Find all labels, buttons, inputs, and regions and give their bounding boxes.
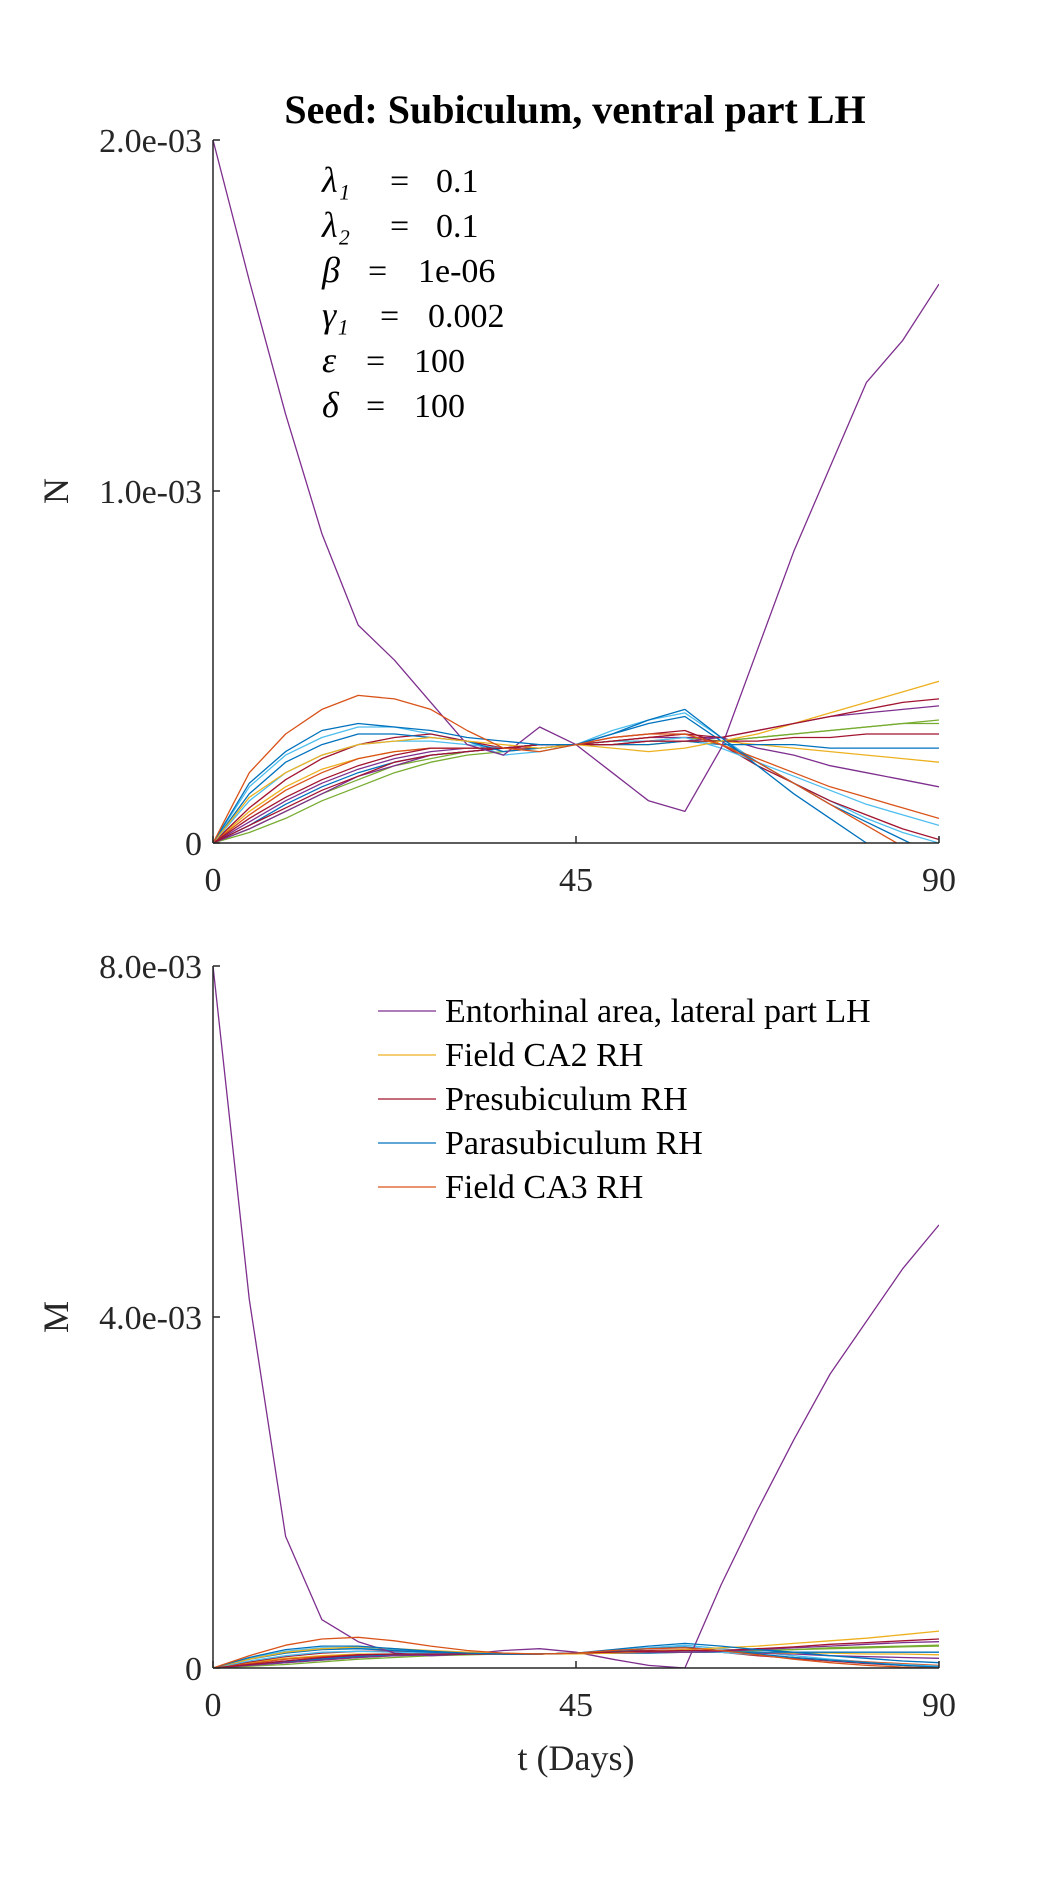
param-equals: = bbox=[390, 163, 409, 200]
bottom-y-tick-label: 4.0e-03 bbox=[99, 1300, 202, 1337]
param-symbol: λ₁ bbox=[321, 160, 350, 200]
bottom-y-tick-label: 8.0e-03 bbox=[99, 949, 202, 986]
bottom-series-lines bbox=[212, 966, 939, 1668]
legend: Entorhinal area, lateral part LH Field C… bbox=[378, 993, 871, 1206]
top-series-line-10 bbox=[212, 740, 939, 843]
param-symbol: λ₂ bbox=[321, 205, 350, 245]
param-equals: = bbox=[366, 343, 385, 380]
bottom-x-tick-label: 45 bbox=[559, 1687, 593, 1724]
bottom-x-tick-label: 0 bbox=[205, 1687, 222, 1724]
top-series-line-14 bbox=[212, 705, 939, 843]
legend-label: Field CA2 RH bbox=[445, 1037, 643, 1074]
bottom-plot-panel: 0 45 90 0 4.0e-03 8.0e-03 M t (Days) Ent… bbox=[36, 949, 956, 1778]
param-value: 1e-06 bbox=[418, 253, 495, 290]
top-series-line-15 bbox=[212, 733, 939, 843]
legend-label: Presubiculum RH bbox=[445, 1081, 688, 1118]
param-value: 0.002 bbox=[428, 298, 505, 335]
top-series-line-5 bbox=[212, 719, 939, 843]
x-axis-label: t (Days) bbox=[518, 1738, 635, 1778]
param-symbol: ε bbox=[322, 340, 337, 380]
bottom-series-line-4 bbox=[212, 1636, 939, 1668]
bottom-y-axis-label: M bbox=[36, 1301, 76, 1333]
bottom-y-tick-label: 0 bbox=[185, 1651, 202, 1688]
legend-label: Field CA3 RH bbox=[445, 1169, 643, 1206]
top-series-line-6 bbox=[212, 712, 939, 843]
parameter-annotation: λ₁ = 0.1 λ₂ = 0.1 β = 1e-06 γ₁ = 0.002 ε… bbox=[321, 160, 505, 425]
top-y-tick-label: 2.0e-03 bbox=[99, 123, 202, 160]
top-plot-panel: Seed: Subiculum, ventral part LH 0 45 90… bbox=[36, 87, 956, 899]
top-series-line-4 bbox=[212, 694, 898, 843]
param-symbol: γ₁ bbox=[322, 295, 349, 335]
bottom-ticks bbox=[212, 965, 940, 1669]
param-value: 0.1 bbox=[436, 163, 479, 200]
top-x-tick-label: 0 bbox=[205, 862, 222, 899]
param-value: 100 bbox=[414, 388, 465, 425]
param-equals: = bbox=[380, 298, 399, 335]
top-y-axis-label: N bbox=[36, 478, 76, 504]
param-symbol: β bbox=[321, 250, 340, 290]
top-series-line-2 bbox=[212, 698, 939, 843]
param-value: 0.1 bbox=[436, 208, 479, 245]
top-series-line-8 bbox=[212, 740, 939, 843]
plot-title: Seed: Subiculum, ventral part LH bbox=[284, 87, 865, 132]
top-y-tick-label: 1.0e-03 bbox=[99, 474, 202, 511]
top-y-tick-label: 0 bbox=[185, 826, 202, 863]
bottom-series-line-0 bbox=[212, 966, 939, 1668]
param-value: 100 bbox=[414, 343, 465, 380]
param-equals: = bbox=[366, 388, 385, 425]
top-x-tick-label: 45 bbox=[559, 862, 593, 899]
top-series-lines bbox=[212, 140, 939, 843]
top-series-line-11 bbox=[212, 733, 939, 843]
top-ticks bbox=[212, 139, 940, 844]
legend-label: Parasubiculum RH bbox=[445, 1125, 703, 1162]
bottom-series-line-1 bbox=[212, 1630, 939, 1668]
top-x-tick-label: 90 bbox=[922, 862, 956, 899]
param-equals: = bbox=[390, 208, 409, 245]
param-equals: = bbox=[368, 253, 387, 290]
legend-label: Entorhinal area, lateral part LH bbox=[445, 993, 871, 1030]
param-symbol: δ bbox=[322, 385, 340, 425]
bottom-x-tick-label: 90 bbox=[922, 1687, 956, 1724]
